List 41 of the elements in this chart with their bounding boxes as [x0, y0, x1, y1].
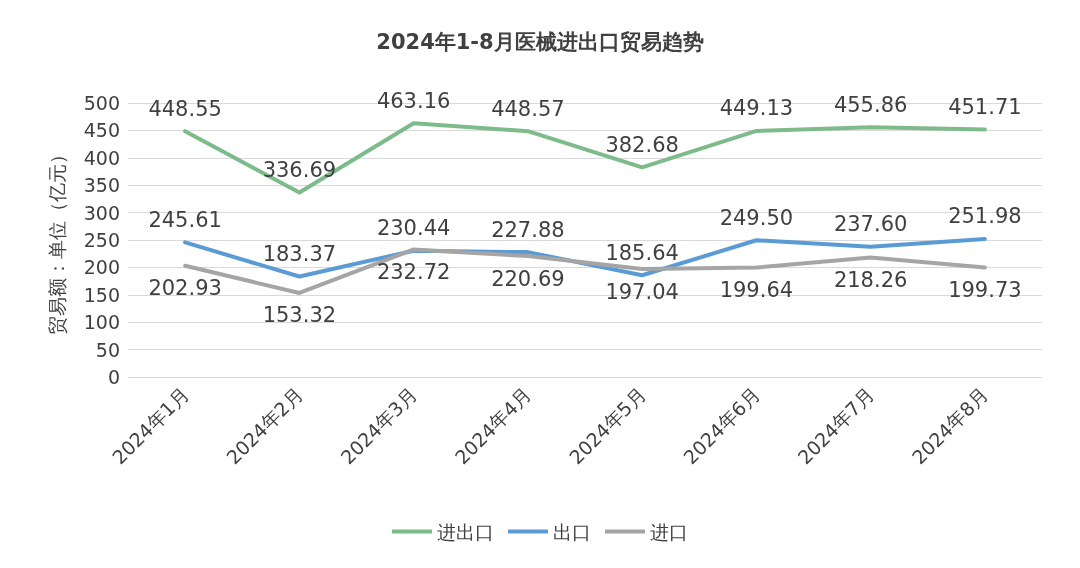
- y-tick-label: 50: [95, 338, 120, 361]
- data-label: 451.71: [948, 94, 1022, 119]
- data-label: 230.44: [376, 216, 451, 241]
- chart-title: 2024年1-8月医械进出口贸易趋势: [376, 29, 704, 54]
- y-tick-label: 250: [83, 229, 120, 251]
- data-label: 448.57: [491, 96, 565, 121]
- data-label: 448.55: [148, 96, 222, 121]
- data-label: 251.98: [948, 204, 1022, 229]
- y-tick-label: 200: [83, 256, 120, 279]
- data-label: 449.13: [719, 96, 794, 121]
- y-tick-label: 350: [83, 174, 120, 197]
- y-tick-label: 300: [83, 201, 120, 224]
- data-label: 202.93: [148, 276, 222, 301]
- data-label: 382.68: [605, 132, 679, 157]
- data-label: 197.04: [605, 279, 679, 304]
- data-label: 185.64: [605, 240, 679, 265]
- data-label: 183.37: [262, 242, 337, 267]
- data-label: 336.69: [262, 157, 337, 182]
- legend-label: 进出口: [437, 520, 494, 543]
- data-label: 153.32: [262, 303, 337, 328]
- data-label: 237.60: [833, 212, 908, 237]
- data-label: 249.50: [719, 205, 794, 230]
- data-label: 220.69: [491, 266, 565, 291]
- data-label: 245.61: [148, 207, 222, 232]
- y-tick-label: 450: [83, 119, 120, 142]
- data-label: 455.86: [833, 92, 908, 117]
- data-label: 227.88: [491, 217, 565, 242]
- data-label: 463.16: [376, 88, 451, 113]
- data-label: 199.64: [719, 278, 794, 303]
- y-tick-label: 400: [83, 146, 120, 169]
- line-series: [183, 121, 987, 195]
- y-tick-label: 150: [83, 283, 120, 306]
- data-label: 199.73: [948, 278, 1022, 303]
- y-tick-label: 0: [107, 366, 120, 388]
- data-label: 218.26: [833, 267, 908, 292]
- legend-label: 进口: [650, 520, 688, 543]
- legend-label: 出口: [553, 520, 591, 543]
- y-tick-label: 500: [83, 92, 120, 114]
- y-tick-label: 100: [83, 311, 120, 334]
- y-axis-title: 贸易额：单位（亿元）: [45, 145, 68, 335]
- data-label: 232.72: [376, 259, 451, 284]
